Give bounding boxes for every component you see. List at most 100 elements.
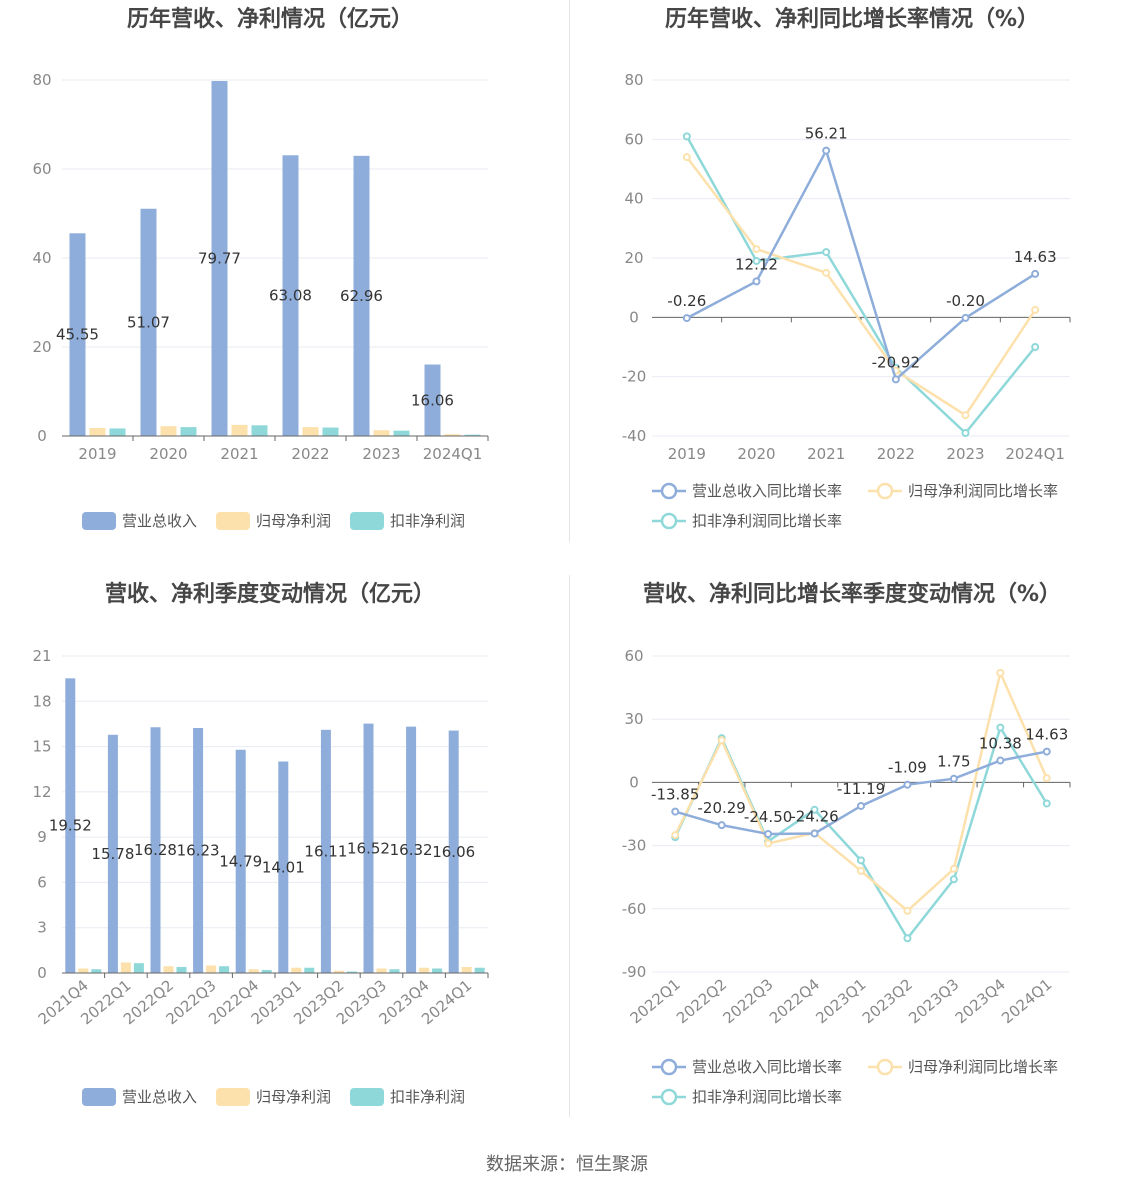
data-point bbox=[857, 801, 865, 810]
bar-deducted-profit bbox=[176, 966, 187, 973]
data-label: 45.55 bbox=[56, 326, 99, 344]
x-tick-label: 2021 bbox=[807, 445, 845, 463]
y-tick-label: -60 bbox=[622, 900, 647, 918]
data-point bbox=[1042, 747, 1051, 756]
x-tick-label: 2020 bbox=[737, 445, 775, 463]
legend-label: 归母净利润同比增长率 bbox=[908, 482, 1058, 500]
data-label: 16.06 bbox=[432, 843, 475, 861]
bar-net-profit bbox=[333, 970, 344, 973]
data-point bbox=[764, 830, 773, 839]
legend-label: 扣非净利润同比增长率 bbox=[692, 1088, 842, 1106]
data-point bbox=[717, 736, 726, 745]
series-line-net-profit bbox=[685, 156, 1037, 417]
bar-deducted-profit bbox=[389, 969, 400, 973]
data-point bbox=[810, 805, 819, 814]
x-tick-label: 2023Q2 bbox=[859, 975, 916, 1027]
legend-label: 归母净利润 bbox=[256, 1088, 331, 1106]
data-source-note: 数据来源：恒生聚源 bbox=[486, 1154, 648, 1175]
bar-revenue bbox=[278, 761, 289, 973]
y-tick-label: 0 bbox=[629, 308, 639, 326]
legend-label: 营业总收入同比增长率 bbox=[692, 482, 842, 500]
legend-label: 扣非净利润同比增长率 bbox=[692, 512, 842, 530]
y-tick-label: 60 bbox=[32, 160, 51, 178]
legend-swatch bbox=[350, 1088, 384, 1106]
data-label: -24.50 bbox=[744, 808, 792, 826]
bar-net-profit bbox=[373, 430, 390, 436]
bar-deducted-profit bbox=[464, 434, 481, 436]
data-label: -0.20 bbox=[946, 292, 985, 310]
data-label: -24.26 bbox=[790, 808, 838, 826]
y-tick-label: -90 bbox=[622, 963, 647, 981]
chart-title: 历年营收、净利同比增长率情况（%） bbox=[665, 6, 1039, 32]
data-point bbox=[822, 146, 831, 155]
x-tick-label: 2022 bbox=[877, 445, 915, 463]
data-label: -13.85 bbox=[651, 786, 699, 804]
x-tick-label: 2022Q2 bbox=[673, 975, 730, 1027]
chart-title: 营收、净利同比增长率季度变动情况（%） bbox=[643, 581, 1061, 607]
data-point bbox=[752, 277, 761, 286]
legend-label: 营业总收入 bbox=[122, 1088, 197, 1106]
bar-net-profit bbox=[444, 434, 461, 436]
data-label: 14.63 bbox=[1025, 726, 1068, 744]
data-label: 16.28 bbox=[134, 841, 177, 859]
legend-marker bbox=[660, 482, 678, 500]
bar-net-profit bbox=[248, 969, 259, 973]
legend-swatch bbox=[82, 1088, 116, 1106]
bar-net-profit bbox=[120, 962, 131, 973]
data-point bbox=[682, 153, 691, 162]
data-point bbox=[949, 864, 958, 873]
y-tick-label: 12 bbox=[32, 783, 51, 801]
data-point bbox=[682, 314, 691, 323]
bar-deducted-profit bbox=[322, 427, 339, 436]
data-point bbox=[996, 723, 1005, 732]
bar-deducted-profit bbox=[393, 430, 410, 436]
bar-revenue bbox=[363, 723, 374, 973]
data-point bbox=[903, 934, 912, 943]
data-label: -0.26 bbox=[667, 292, 706, 310]
x-tick-label: 2023 bbox=[946, 445, 984, 463]
data-label: 62.96 bbox=[340, 287, 383, 305]
data-point bbox=[822, 248, 831, 257]
data-label: 16.06 bbox=[411, 391, 454, 409]
data-point bbox=[961, 429, 970, 438]
bar-net-profit bbox=[206, 965, 217, 973]
bar-revenue bbox=[65, 678, 76, 973]
y-tick-label: 40 bbox=[32, 249, 51, 267]
bar-revenue bbox=[235, 749, 246, 973]
series-line-deducted-profit bbox=[685, 135, 1037, 435]
data-point bbox=[1031, 269, 1040, 278]
y-tick-label: 3 bbox=[37, 919, 47, 937]
bar-net-profit bbox=[163, 966, 174, 973]
data-point bbox=[949, 875, 958, 884]
data-label: 10.38 bbox=[979, 735, 1022, 753]
data-label: 12.12 bbox=[735, 255, 778, 273]
data-point bbox=[810, 829, 819, 838]
data-point bbox=[1031, 305, 1040, 314]
bar-net-profit bbox=[376, 968, 387, 973]
legend-label: 营业总收入同比增长率 bbox=[692, 1058, 842, 1076]
data-label: 14.79 bbox=[219, 852, 262, 870]
bar-deducted-profit bbox=[109, 428, 126, 436]
annual-revenue-profit-chart: 历年营收、净利情况（亿元） 0 20 40 60 80 2019 2020 2021 2022 20… bbox=[32, 6, 489, 530]
y-tick-label: 80 bbox=[624, 71, 643, 89]
data-point bbox=[764, 839, 773, 848]
x-tick-label: 2022 bbox=[291, 445, 329, 463]
x-tick-label: 2023Q3 bbox=[905, 975, 962, 1027]
bar-revenue bbox=[107, 734, 118, 973]
chart-title: 营收、净利季度变动情况（亿元） bbox=[105, 581, 435, 607]
y-tick-label: 15 bbox=[32, 738, 51, 756]
data-label: 63.08 bbox=[269, 287, 312, 305]
y-tick-label: 6 bbox=[37, 873, 47, 891]
bar-net-profit bbox=[419, 967, 430, 973]
bar-net-profit bbox=[302, 427, 319, 436]
data-label: 51.07 bbox=[127, 313, 170, 331]
series-line-revenue bbox=[686, 147, 1036, 382]
legend-marker bbox=[660, 1088, 678, 1106]
y-tick-label: 30 bbox=[624, 710, 643, 728]
bar-deducted-profit bbox=[180, 427, 197, 436]
data-label: -1.09 bbox=[888, 759, 927, 777]
legend-swatch bbox=[82, 512, 116, 530]
bar-net-profit bbox=[78, 968, 89, 973]
data-point bbox=[857, 866, 865, 875]
quarterly-growth-rate-chart: 营收、净利同比增长率季度变动情况（%）-90-60-30030602022Q12… bbox=[622, 581, 1071, 1106]
